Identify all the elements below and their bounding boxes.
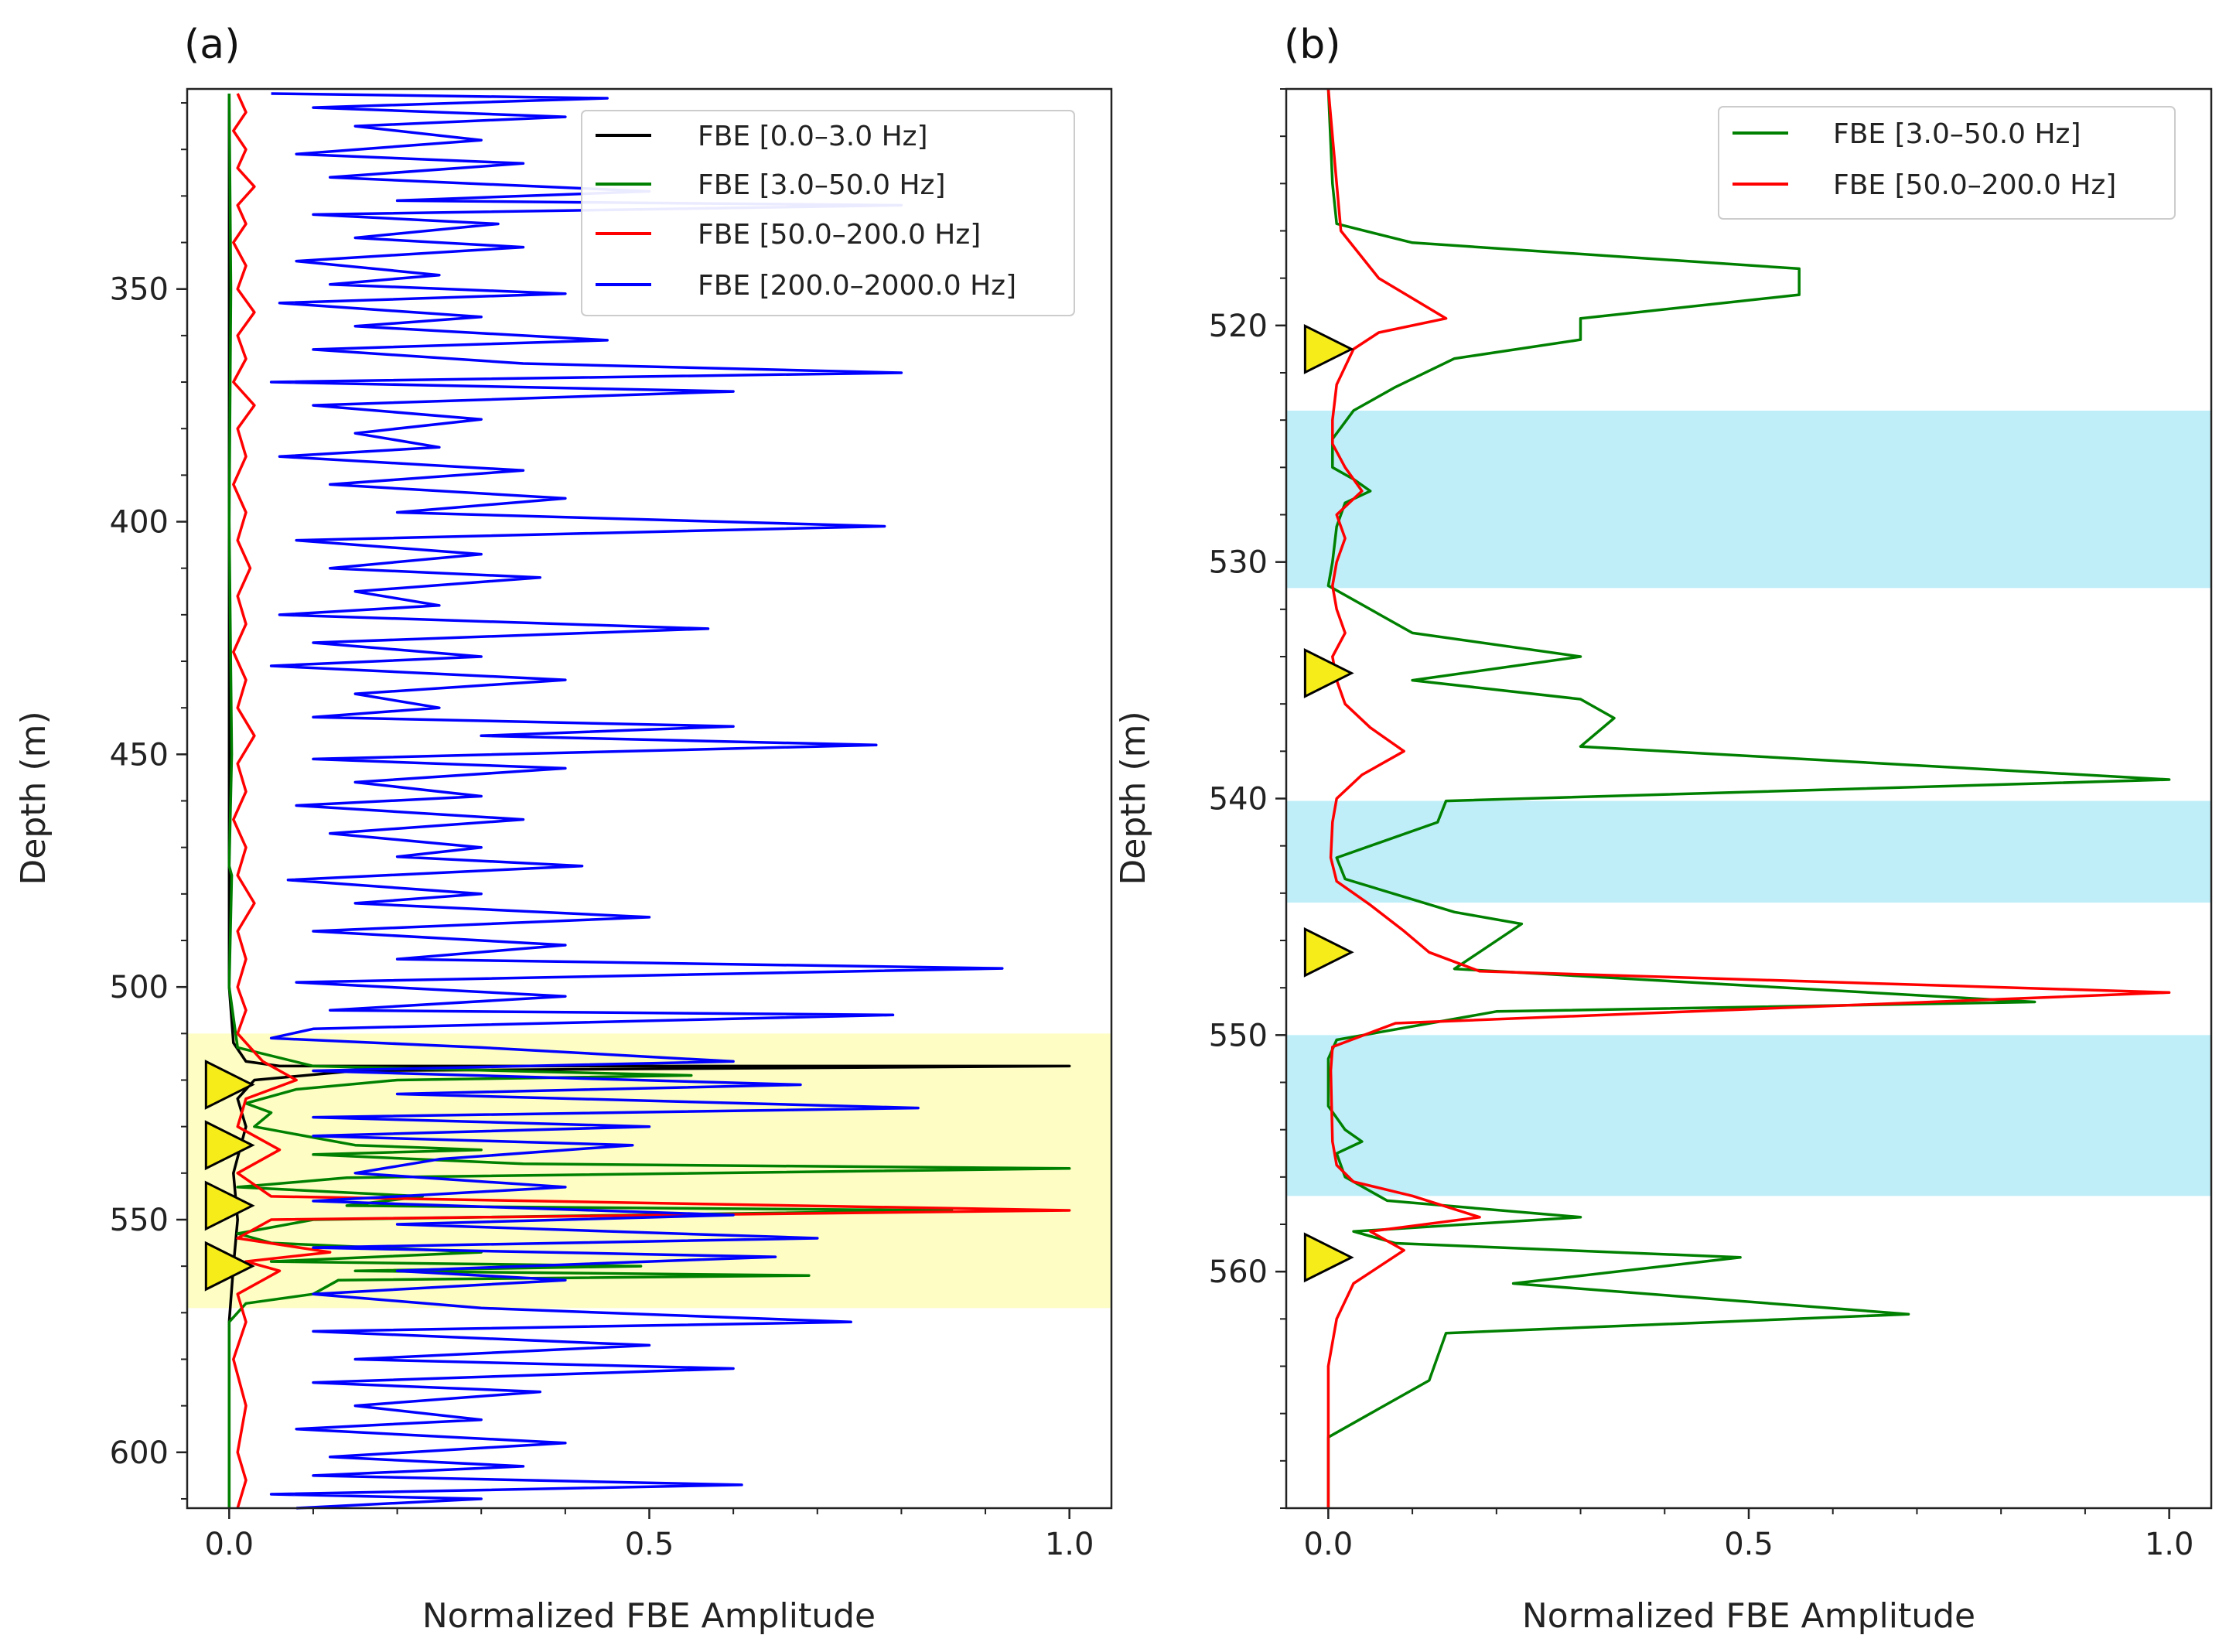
panel-a-triangle-marker-3 (204, 1241, 255, 1292)
panel-b-x-tick-label-1: 0.5 (1724, 1527, 1773, 1562)
panel-b-x-tick-label-0: 0.0 (1304, 1527, 1354, 1562)
panel-a-y-axis-label: Depth (m) (14, 711, 53, 885)
panel-b-triangle-marker-0 (1303, 323, 1354, 374)
panel-b-legend: FBE [3.0–50.0 Hz] FBE [50.0–200.0 Hz] (1718, 106, 2176, 220)
panel-b-highlight-band-1 (1286, 800, 2211, 903)
panel-b-marker-layer (1303, 323, 1354, 1283)
panel-b-series-layer (1326, 88, 2171, 1508)
panel-a-y-tick-label-3: 500 (110, 970, 169, 1005)
panel-a-series-layer (227, 92, 1071, 1510)
panel-a-legend-box (581, 110, 1075, 316)
panel-b-legend-label-1: FBE [50.0–200.0 Hz] (1833, 169, 2116, 201)
panel-b-triangle-marker-1 (1303, 647, 1354, 698)
panel-a-legend-label-0: FBE [0.0–3.0 Hz] (698, 121, 928, 152)
panel-a-ticks: 0.0 0.5 1.0 350 400 450 500 550 600 (110, 102, 1094, 1562)
panel-a-triangle-marker-2 (204, 1180, 255, 1231)
panel-a-legend-label-1: FBE [3.0–50.0 Hz] (698, 169, 946, 201)
panel-b-band-layer (1286, 410, 2211, 1196)
panel-b-legend-box (1718, 106, 2176, 220)
panel-a-marker-layer (204, 1060, 255, 1292)
panel-a: 0.0 0.5 1.0 350 400 450 500 550 600 (a) Normaliz… (14, 22, 1113, 1636)
panel-a-label: (a) (184, 22, 240, 68)
panel-a-x-tick-label-1: 0.5 (625, 1527, 674, 1562)
panel-b-ticks: 0.0 0.5 1.0 520 530 540 550 560 (1209, 88, 2194, 1562)
panel-b-x-axis-label: Normalized FBE Amplitude (1522, 1596, 1975, 1636)
panel-a-triangle-marker-1 (204, 1120, 255, 1171)
panel-b-triangle-marker-2 (1303, 927, 1354, 978)
panel-b-y-tick-label-4: 560 (1209, 1254, 1268, 1290)
panel-b-y-tick-label-0: 520 (1209, 309, 1268, 344)
panel-b-y-tick-label-2: 540 (1209, 782, 1268, 817)
panel-b-y-axis-label: Depth (m) (1114, 711, 1153, 885)
panel-a-y-tick-label-5: 600 (110, 1435, 169, 1471)
panel-a-series-line-2 (232, 93, 1071, 1509)
panel-a-y-tick-label-0: 350 (110, 272, 169, 308)
panel-a-triangle-marker-0 (204, 1060, 255, 1110)
panel-a-y-tick-label-4: 550 (110, 1203, 169, 1238)
panel-a-series-line-0 (227, 94, 1071, 1508)
panel-b-legend-label-0: FBE [3.0–50.0 Hz] (1833, 118, 2081, 150)
panel-b-label: (b) (1284, 22, 1341, 68)
panel-b-highlight-band-2 (1286, 1035, 2211, 1196)
panel-b-series-line-0 (1326, 88, 2171, 1508)
panel-b-triangle-marker-3 (1303, 1232, 1354, 1283)
panel-a-x-tick-label-2: 1.0 (1045, 1527, 1094, 1562)
panel-a-x-axis-label: Normalized FBE Amplitude (422, 1596, 876, 1636)
panel-b-highlight-band-0 (1286, 410, 2211, 589)
panel-a-legend-label-3: FBE [200.0–2000.0 Hz] (698, 270, 1016, 302)
panel-a-x-tick-label-0: 0.0 (205, 1527, 254, 1562)
panel-b-series-line-1 (1326, 88, 2171, 1508)
panel-b-y-tick-label-1: 530 (1209, 545, 1268, 581)
panel-b-y-tick-label-3: 550 (1209, 1018, 1268, 1053)
panel-b: 0.0 0.5 1.0 520 530 540 550 560 (b) Normalized … (1114, 22, 2213, 1636)
panel-a-y-tick-label-1: 400 (110, 505, 169, 541)
panel-a-series-line-3 (269, 92, 1004, 1510)
panel-a-legend: FBE [0.0–3.0 Hz] FBE [3.0–50.0 Hz] FBE [… (581, 110, 1075, 316)
panel-a-legend-label-2: FBE [50.0–200.0 Hz] (698, 219, 981, 251)
panel-b-x-tick-label-2: 1.0 (2145, 1527, 2194, 1562)
panel-a-y-tick-label-2: 450 (110, 737, 169, 773)
